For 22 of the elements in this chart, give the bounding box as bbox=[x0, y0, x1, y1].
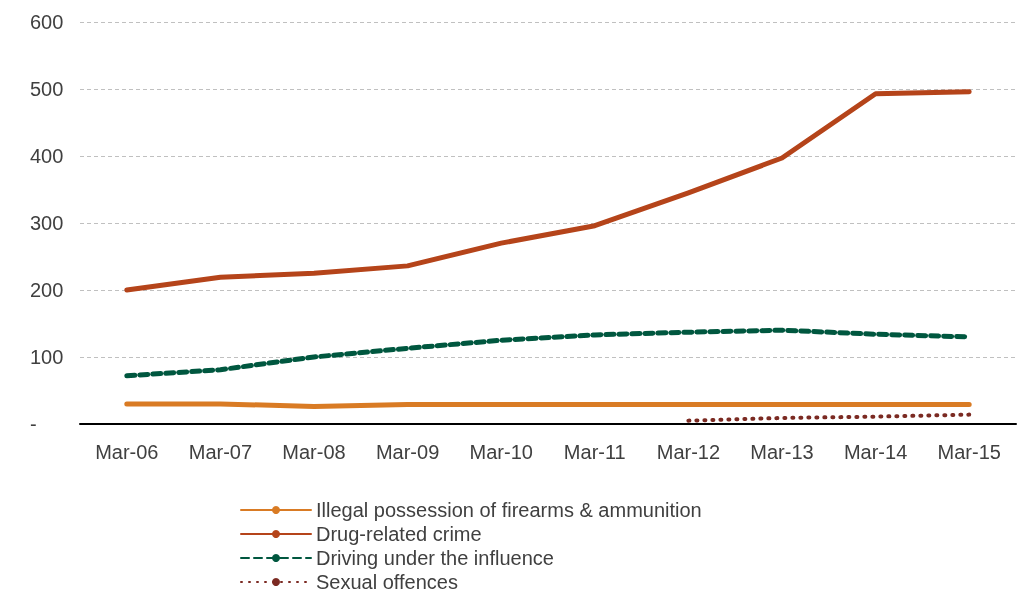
y-tick-label: 400 bbox=[30, 145, 64, 167]
x-tick-label: Mar-12 bbox=[656, 441, 721, 463]
x-tick-label: Mar-10 bbox=[469, 441, 533, 463]
y-tick-label: 500 bbox=[30, 78, 64, 100]
x-tick-label: Mar-13 bbox=[750, 441, 814, 463]
legend-label: Drug-related crime bbox=[316, 523, 482, 545]
y-tick-label: 200 bbox=[30, 279, 64, 301]
y-tick-label: 300 bbox=[30, 212, 64, 234]
x-tick-label: Mar-15 bbox=[937, 441, 1001, 463]
x-tick-label: Mar-09 bbox=[375, 441, 440, 463]
x-tick-label: Mar-07 bbox=[188, 441, 253, 463]
y-tick-label: 100 bbox=[30, 346, 64, 368]
legend-label: Illegal possession of firearms & ammunition bbox=[316, 499, 702, 521]
x-tick-label: Mar-14 bbox=[843, 441, 908, 463]
y-tick-label: 600 bbox=[30, 11, 64, 33]
y-tick-label: - bbox=[30, 413, 37, 435]
legend-label: Driving under the influence bbox=[316, 547, 554, 569]
x-tick-label: Mar-08 bbox=[282, 441, 346, 463]
legend-label: Sexual offences bbox=[316, 571, 458, 593]
line-series bbox=[686, 412, 972, 423]
x-tick-label: Mar-11 bbox=[563, 441, 626, 463]
x-tick-label: Mar-06 bbox=[95, 441, 159, 463]
